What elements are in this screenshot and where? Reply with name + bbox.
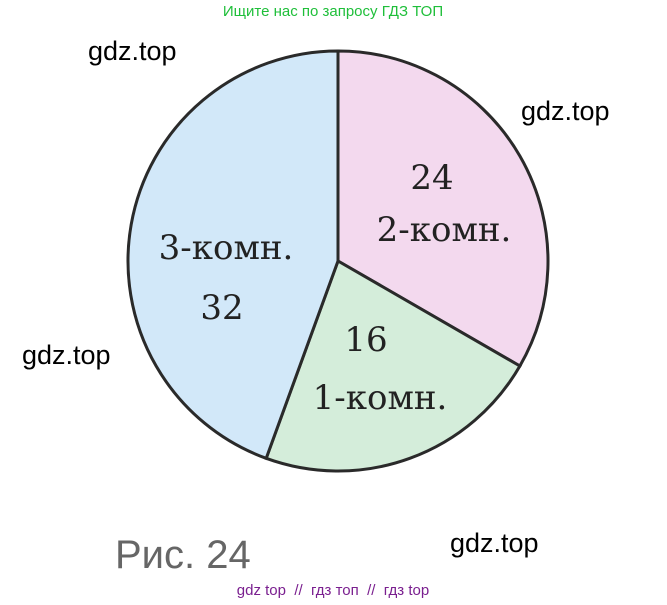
- value-label: 16: [344, 320, 387, 360]
- pie-slice: [126, 49, 340, 461]
- pie-slice: [336, 49, 550, 369]
- watermark: gdz.top: [450, 528, 539, 558]
- watermark: gdz.top: [22, 340, 111, 370]
- footer: gdz top // гдз топ // гдз top: [237, 582, 429, 599]
- header: Ищите нас по запросу ГДЗ ТОП: [223, 3, 443, 20]
- category-label: 2-комн.: [377, 210, 512, 250]
- watermark: gdz.top: [88, 36, 177, 66]
- category-label: 3-комн.: [159, 228, 294, 268]
- caption: Рис. 24: [115, 533, 251, 577]
- watermark: gdz.top: [521, 96, 610, 126]
- value-label: 24: [410, 158, 453, 198]
- value-label: 32: [200, 288, 243, 328]
- pie: 24 2-комн. 16 1-комн. 32 3-комн.: [126, 49, 550, 473]
- category-label: 1-комн.: [313, 378, 448, 418]
- pie-slice: [264, 258, 522, 473]
